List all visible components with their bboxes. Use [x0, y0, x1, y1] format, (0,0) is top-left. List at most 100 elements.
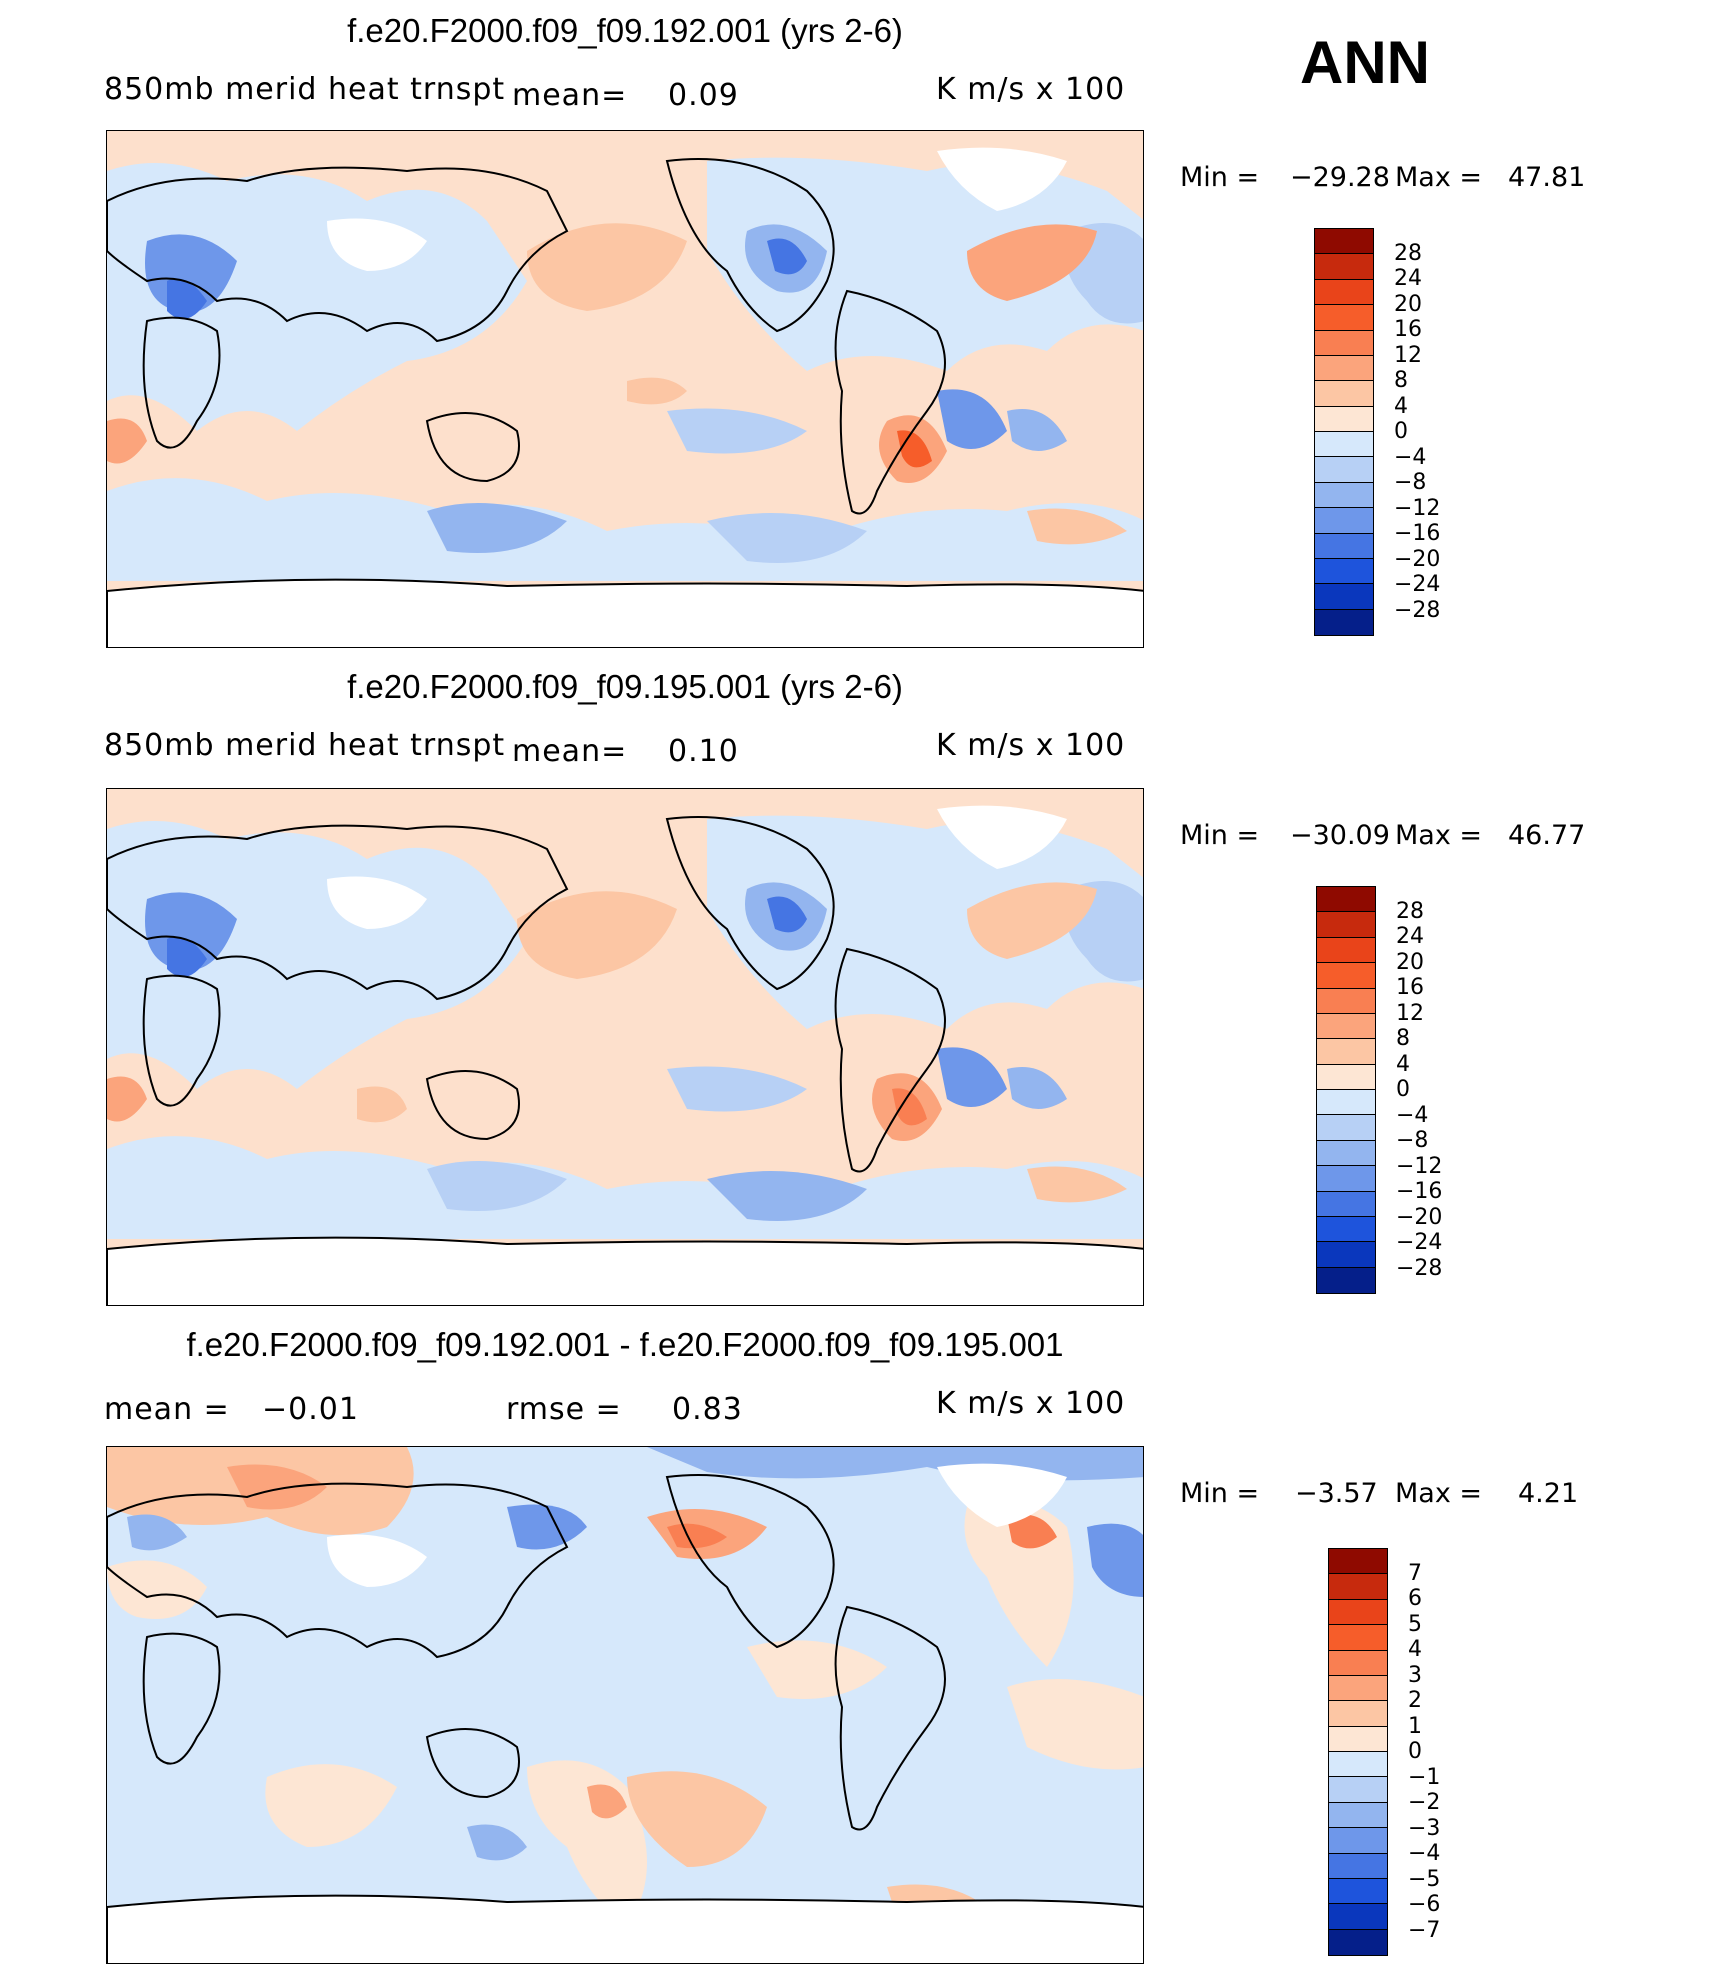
colorbar-swatch — [1329, 1726, 1387, 1752]
colorbar-tick-label: 5 — [1408, 1611, 1422, 1637]
colorbar-swatch — [1317, 1115, 1375, 1141]
colorbar-tick-label: −2 — [1408, 1790, 1441, 1815]
panel2-title: f.e20.F2000.f09_f09.195.001 (yrs 2-6) — [347, 668, 903, 705]
panel3-mean-label: mean = — [104, 1392, 230, 1427]
colorbar-tick-label: 8 — [1396, 1026, 1410, 1051]
colorbar-swatch — [1329, 1574, 1387, 1600]
panel1-land-outlines — [107, 147, 1143, 647]
colorbar-swatch — [1329, 1802, 1387, 1829]
colorbar-tick-label: −24 — [1394, 572, 1441, 597]
panel2-colorbar — [1316, 886, 1376, 1294]
colorbar-tick-label: −16 — [1396, 1179, 1443, 1204]
panel2-variable-label: 850mb merid heat trnspt — [104, 728, 506, 763]
colorbar-tick-label: 16 — [1396, 975, 1424, 1000]
colorbar-tick-label: −1 — [1408, 1764, 1441, 1790]
colorbar-tick-label: −3 — [1408, 1815, 1441, 1841]
panel2-max-value: 46.77 — [1508, 820, 1586, 851]
panel1-max-value: 47.81 — [1508, 162, 1586, 193]
colorbar-tick-label: −24 — [1396, 1230, 1443, 1255]
season-label: ANN — [1300, 29, 1430, 96]
colorbar-swatch — [1329, 1599, 1387, 1626]
colorbar-tick-label: 0 — [1408, 1739, 1422, 1764]
colorbar-swatch — [1317, 937, 1375, 964]
colorbar-tick-label: −8 — [1394, 470, 1427, 495]
panel3-land-outlines — [107, 1463, 1143, 1963]
colorbar-swatch — [1315, 279, 1373, 306]
colorbar-swatch — [1315, 533, 1373, 559]
colorbar-swatch — [1329, 1828, 1387, 1854]
colorbar-tick-label: −12 — [1394, 495, 1441, 521]
colorbar-tick-label: 12 — [1394, 342, 1422, 368]
colorbar-swatch — [1315, 254, 1373, 280]
colorbar-tick-label: −5 — [1408, 1866, 1441, 1892]
panel3-map — [106, 1446, 1144, 1964]
panel3-mean-value: −0.01 — [262, 1392, 359, 1427]
panel3-map-plot — [107, 1447, 1143, 1963]
panel1-mean-label: mean= — [512, 78, 628, 113]
panel1-colorbar — [1314, 228, 1374, 636]
panel3-rmse-label: rmse = — [506, 1392, 622, 1427]
panel3-colorbar-labels: 7 6 5 4 3 2 1 0 −1 −2 −3 −4 −5 −6 −7 — [1408, 1548, 1478, 1956]
colorbar-tick-label: 4 — [1394, 393, 1408, 419]
colorbar-tick-label: −12 — [1396, 1153, 1443, 1179]
colorbar-swatch — [1315, 482, 1373, 509]
panel1-units: K m/s x 100 — [936, 72, 1126, 107]
panel2-land-outlines — [107, 805, 1143, 1305]
panel2-mean-label: mean= — [512, 734, 628, 769]
colorbar-swatch — [1317, 1064, 1375, 1090]
colorbar-swatch — [1329, 1853, 1387, 1879]
panel2-negative-regions — [107, 815, 1143, 1285]
panel2-min-label: Min = — [1180, 820, 1260, 851]
panel2-units: K m/s x 100 — [936, 728, 1126, 763]
colorbar-swatch — [1317, 887, 1375, 913]
panel1-variable-label: 850mb merid heat trnspt — [104, 72, 506, 107]
colorbar-tick-label: 0 — [1394, 419, 1408, 444]
panel3-positive-regions — [107, 1447, 1143, 1927]
panel2-colorbar-labels: 28 24 20 16 12 8 4 0 −4 −8 −12 −16 −20 −24 −28 — [1396, 886, 1466, 1294]
colorbar-swatch — [1315, 558, 1373, 585]
colorbar-swatch — [1315, 355, 1373, 382]
colorbar-tick-label: 28 — [1394, 240, 1422, 266]
panel3-rmse-value: 0.83 — [672, 1392, 743, 1427]
colorbar-swatch — [1317, 1267, 1375, 1293]
colorbar-tick-label: 8 — [1394, 368, 1408, 393]
colorbar-swatch — [1315, 584, 1373, 610]
panel1-min-label: Min = — [1180, 162, 1260, 193]
colorbar-tick-label: −28 — [1394, 597, 1441, 623]
colorbar-tick-label: −8 — [1396, 1128, 1429, 1153]
panel1-map-plot — [107, 131, 1143, 647]
colorbar-swatch — [1315, 508, 1373, 534]
colorbar-swatch — [1315, 330, 1373, 356]
panel1-negative-regions — [107, 157, 1143, 627]
colorbar-tick-label: −16 — [1394, 521, 1441, 546]
panel1-min-value: −29.28 — [1290, 162, 1390, 193]
colorbar-tick-label: −20 — [1394, 546, 1441, 572]
panel3-colorbar — [1328, 1548, 1388, 1956]
panel3-units: K m/s x 100 — [936, 1386, 1126, 1421]
colorbar-swatch — [1317, 912, 1375, 938]
colorbar-tick-label: 4 — [1396, 1051, 1410, 1077]
colorbar-swatch — [1317, 1090, 1375, 1116]
colorbar-swatch — [1317, 1242, 1375, 1268]
panel1-map — [106, 130, 1144, 648]
panel3-min-value: −3.57 — [1295, 1478, 1378, 1509]
colorbar-swatch — [1329, 1878, 1387, 1905]
colorbar-tick-label: 3 — [1408, 1662, 1422, 1688]
colorbar-tick-label: 6 — [1408, 1586, 1422, 1611]
colorbar-tick-label: 4 — [1408, 1637, 1422, 1662]
colorbar-tick-label: −7 — [1408, 1917, 1441, 1943]
colorbar-swatch — [1329, 1675, 1387, 1702]
panel2-min-value: −30.09 — [1290, 820, 1390, 851]
panel1-colorbar-labels: 28 24 20 16 12 8 4 0 −4 −8 −12 −16 −20 −24 −28 — [1394, 228, 1464, 636]
colorbar-tick-label: 20 — [1396, 949, 1424, 975]
panel1-title: f.e20.F2000.f09_f09.192.001 (yrs 2-6) — [347, 12, 903, 49]
colorbar-swatch — [1317, 1013, 1375, 1040]
colorbar-swatch — [1329, 1904, 1387, 1930]
colorbar-tick-label: 20 — [1394, 291, 1422, 317]
colorbar-swatch — [1317, 963, 1375, 989]
colorbar-tick-label: 12 — [1396, 1000, 1424, 1026]
colorbar-tick-label: 24 — [1396, 924, 1424, 949]
colorbar-tick-label: 7 — [1408, 1560, 1422, 1586]
colorbar-swatch — [1329, 1752, 1387, 1778]
colorbar-swatch — [1317, 1140, 1375, 1167]
